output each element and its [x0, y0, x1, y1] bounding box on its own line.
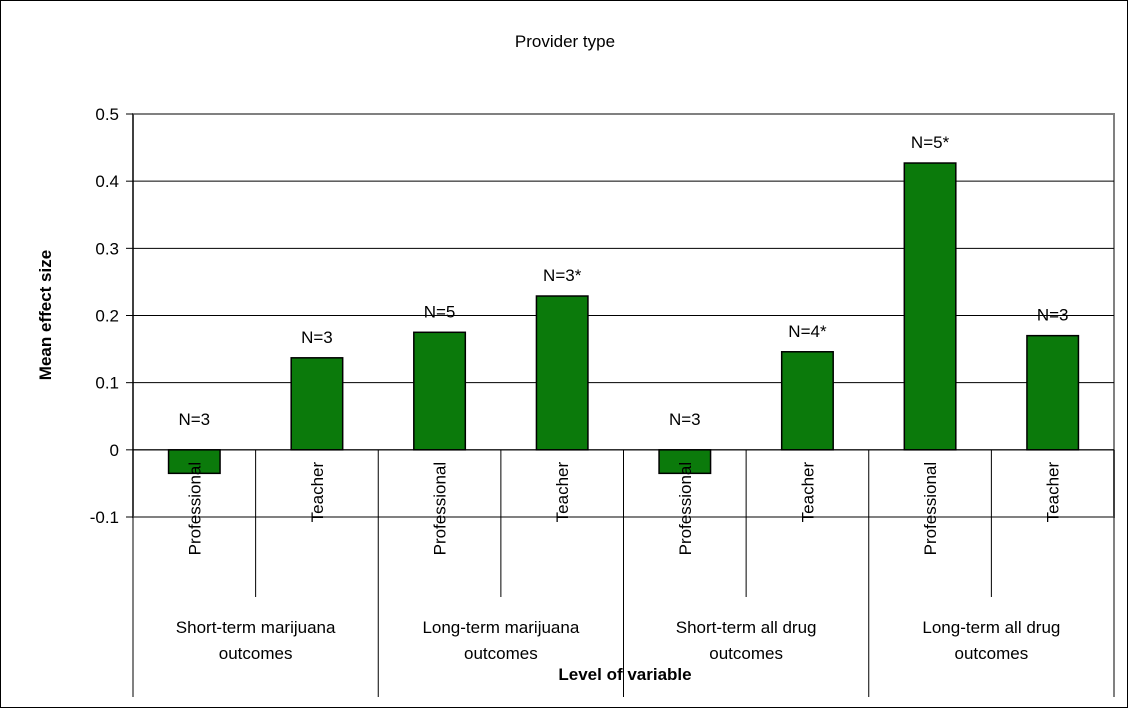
category-tick-label: Teacher [308, 461, 327, 522]
data-label: N=3 [1037, 306, 1069, 325]
y-tick-label: 0 [110, 441, 119, 460]
x-axis-label: Level of variable [558, 665, 691, 684]
y-axis-label: Mean effect size [36, 250, 55, 380]
group-label: Long-term marijuana [422, 618, 579, 637]
data-label: N=5 [424, 302, 456, 321]
category-tick-label: Teacher [1044, 461, 1063, 522]
chart-title: Provider type [515, 32, 615, 51]
y-tick-label: 0.4 [95, 172, 119, 191]
y-tick-label: -0.1 [90, 508, 119, 527]
axes: 0.5 0.4 0.3 0.2 0.1 0 -0.1 Professional Teacher S… [90, 105, 1115, 697]
category-tick-label: Teacher [798, 461, 817, 522]
bar [903, 162, 957, 451]
y-tick-label: 0.5 [95, 105, 119, 124]
category-tick-label: Professional [921, 462, 940, 556]
bar [780, 351, 834, 451]
data-label: N=3* [543, 266, 582, 285]
group-label: outcomes [464, 644, 538, 663]
category-tick-label: Teacher [553, 461, 572, 522]
data-label: N=3 [301, 328, 333, 347]
group-label: outcomes [955, 644, 1029, 663]
category-tick-label: Professional [431, 462, 450, 556]
group-label: outcomes [709, 644, 783, 663]
group-label: Short-term marijuana [176, 618, 336, 637]
y-tick-label: 0.3 [95, 239, 119, 258]
category-tick-label: Professional [676, 462, 695, 556]
y-tick-label: 0.1 [95, 374, 119, 393]
data-label: N=5* [911, 133, 950, 152]
group-label: outcomes [219, 644, 293, 663]
bars: N=3 N=3 N=5 N=3* N=3 N=4* N=5* N=3 [167, 133, 1080, 475]
data-label: N=3 [178, 410, 210, 429]
category-tick-label: Professional [185, 462, 204, 556]
group-label: Short-term all drug [676, 618, 817, 637]
bar [1026, 334, 1080, 451]
bar [535, 295, 589, 451]
data-label: N=4* [788, 322, 827, 341]
y-tick-label: 0.2 [95, 307, 119, 326]
bar [413, 331, 467, 451]
bar [290, 357, 344, 451]
data-label: N=3 [669, 410, 701, 429]
group-label: Long-term all drug [922, 618, 1060, 637]
